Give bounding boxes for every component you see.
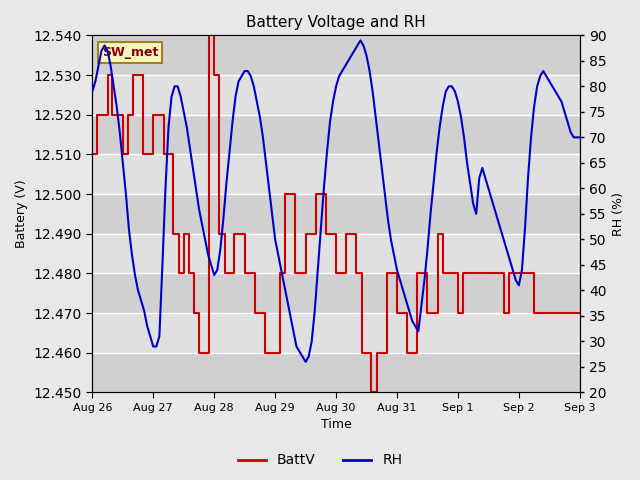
Bar <box>92 313 580 353</box>
Bar <box>92 36 580 75</box>
Line: RH: RH <box>92 40 580 362</box>
BattV <box>337 271 345 276</box>
RH <box>524 175 532 181</box>
RH <box>356 37 364 43</box>
Line: BattV: BattV <box>92 36 580 393</box>
RH <box>223 180 230 186</box>
BattV <box>291 271 299 276</box>
Bar <box>92 353 580 393</box>
Bar <box>92 155 580 194</box>
BattV <box>576 310 584 316</box>
RH <box>88 89 96 95</box>
Legend: BattV, RH: BattV, RH <box>232 448 408 473</box>
RH <box>268 211 276 217</box>
BattV <box>205 33 213 38</box>
BattV <box>398 310 406 316</box>
BattV <box>88 152 96 157</box>
Bar <box>92 234 580 274</box>
Text: SW_met: SW_met <box>102 46 159 59</box>
Bar <box>92 194 580 234</box>
BattV <box>373 390 381 396</box>
Title: Battery Voltage and RH: Battery Voltage and RH <box>246 15 426 30</box>
Bar <box>92 115 580 155</box>
RH <box>576 134 584 140</box>
RH <box>250 84 258 89</box>
RH <box>500 237 508 242</box>
RH <box>302 359 310 365</box>
Bar <box>92 75 580 115</box>
BattV <box>367 390 375 396</box>
Y-axis label: RH (%): RH (%) <box>612 192 625 236</box>
RH <box>557 99 565 105</box>
Y-axis label: Battery (V): Battery (V) <box>15 180 28 248</box>
X-axis label: Time: Time <box>321 419 351 432</box>
Bar <box>92 274 580 313</box>
BattV <box>149 152 157 157</box>
BattV <box>287 191 294 197</box>
